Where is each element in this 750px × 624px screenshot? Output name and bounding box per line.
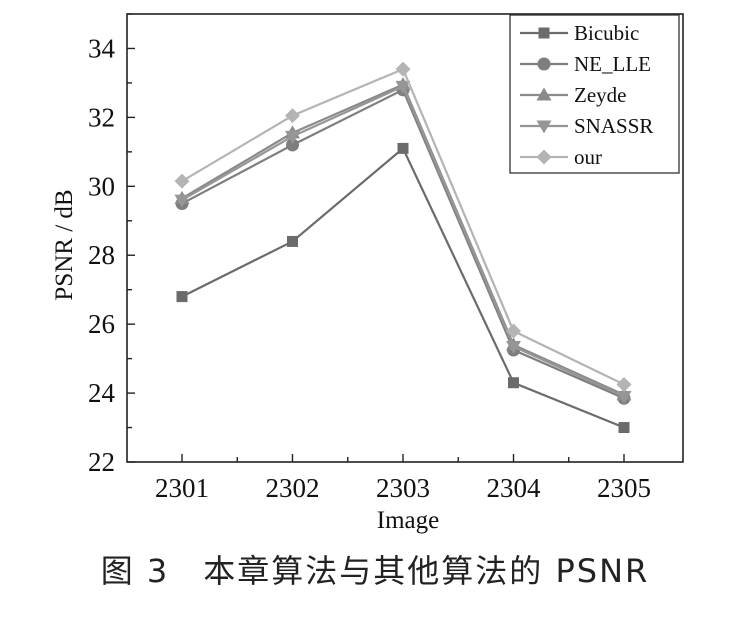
y-axis-title: PSNR / dB	[51, 189, 78, 300]
legend-marker-ne-lle	[537, 57, 551, 71]
x-tick-label: 2301	[155, 473, 209, 503]
data-point-our	[616, 376, 632, 392]
series-snassr	[174, 80, 632, 405]
data-point-snassr	[616, 391, 632, 405]
series-bicubic	[176, 142, 630, 434]
legend-marker-zeyde	[536, 87, 552, 101]
data-point-snassr	[174, 194, 190, 208]
data-point-snassr	[285, 130, 300, 144]
legend-label-zeyde: Zeyde	[574, 83, 626, 107]
plot-frame	[126, 13, 684, 463]
legend-marker-our	[536, 149, 552, 165]
data-point-bicubic	[287, 235, 298, 247]
series-layer	[174, 61, 632, 434]
y-tick-label: 30	[88, 171, 115, 201]
y-tick-label: 34	[88, 33, 116, 63]
x-tick-label: 2302	[266, 473, 320, 503]
data-point-bicubic	[618, 422, 630, 434]
data-point-our	[174, 173, 190, 189]
data-point-snassr	[395, 80, 411, 94]
legend: Bicubic NE_LLE Zeyde SNASSR our	[509, 14, 680, 174]
x-axis-title: Image	[377, 507, 439, 534]
x-tick-label: 2304	[487, 473, 542, 503]
y-tick-label: 28	[88, 240, 115, 270]
data-point-bicubic	[176, 291, 188, 303]
x-tick-label: 2303	[376, 473, 430, 503]
legend-label-bicubic: Bicubic	[574, 21, 639, 45]
data-point-our	[506, 323, 521, 339]
axes: 22 24 26 28 30 32 34 2301 2302 2303 2304 2305	[88, 13, 684, 503]
legend-marker-snassr	[536, 120, 552, 134]
data-point-snassr	[506, 341, 521, 355]
y-tick-label: 24	[88, 378, 116, 408]
y-tick-label: 26	[88, 309, 115, 339]
data-point-ne-lle	[286, 138, 299, 152]
data-point-our	[285, 108, 300, 124]
series-our	[174, 61, 632, 392]
series-line-bicubic	[181, 146, 625, 429]
legend-marker-bicubic	[538, 27, 550, 39]
figure-caption: 图 3 本章算法与其他算法的 PSNR	[100, 552, 650, 590]
legend-label-our: our	[574, 145, 602, 169]
y-tick-label: 32	[88, 102, 115, 132]
legend-label-ne-lle: NE_LLE	[574, 52, 651, 76]
data-point-bicubic	[508, 377, 519, 389]
data-point-our	[395, 61, 411, 77]
psnr-line-chart: 22 24 26 28 30 32 34 2301 2302 2303 2304 2305 Bicub…	[51, 13, 684, 534]
x-tick-label: 2305	[597, 473, 651, 503]
y-tick-label: 22	[88, 447, 115, 477]
data-point-bicubic	[397, 142, 409, 154]
legend-label-snassr: SNASSR	[574, 114, 653, 138]
